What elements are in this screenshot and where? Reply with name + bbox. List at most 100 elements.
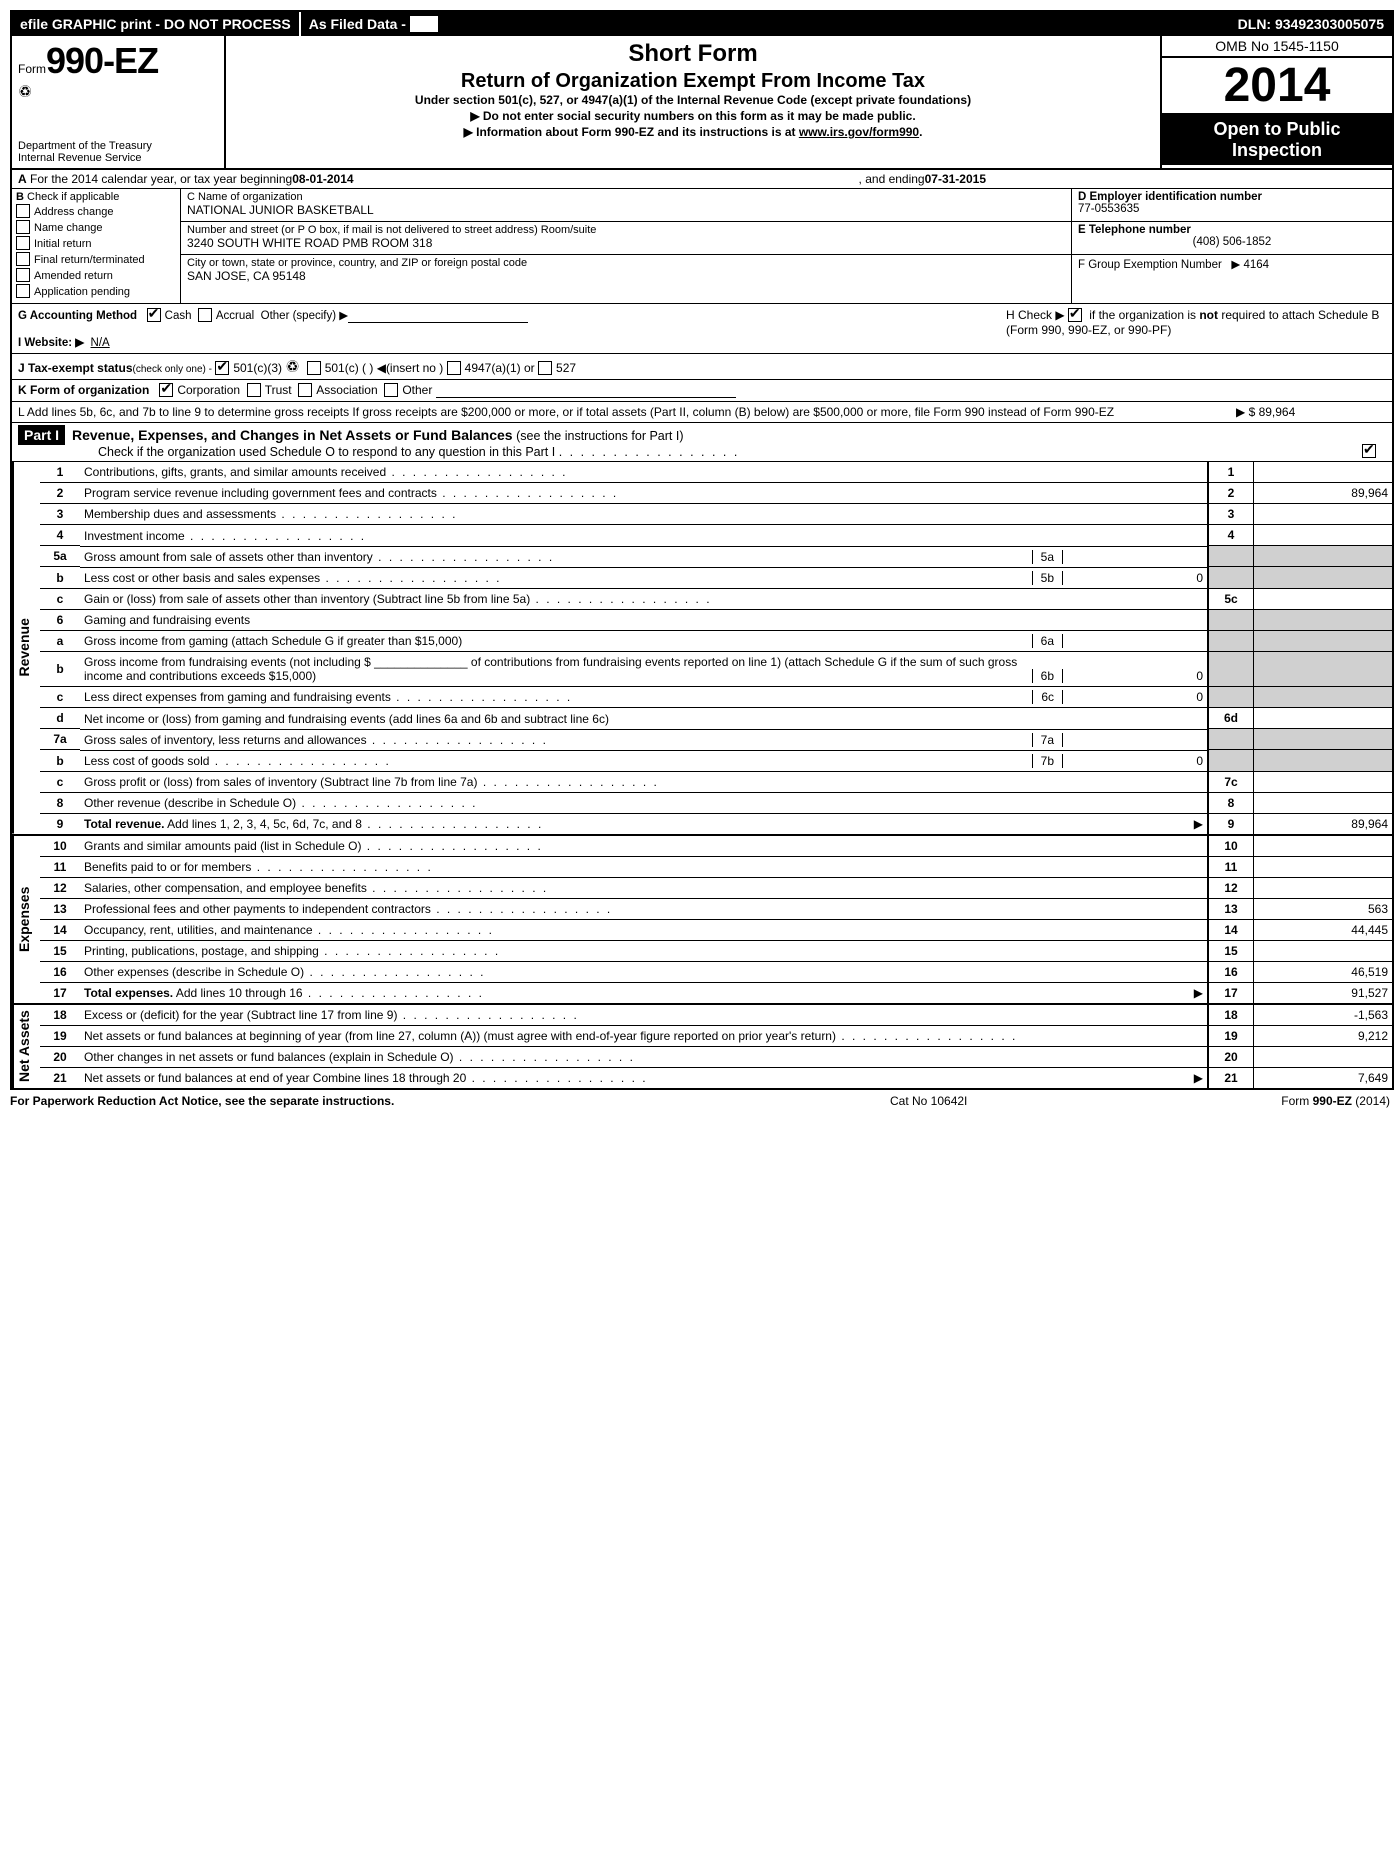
ln-7b: b (40, 750, 80, 772)
part1-header: Part I Revenue, Expenses, and Changes in… (12, 423, 1392, 463)
sn-6c: 6c (1032, 690, 1063, 704)
chk-527[interactable] (538, 361, 552, 375)
ln-12: 12 (40, 877, 80, 898)
phone-label: E Telephone number (1078, 224, 1191, 236)
group-val: ▶ 4164 (1231, 259, 1269, 271)
footer-year: 2014 (1359, 1094, 1386, 1108)
n-8: 8 (1208, 792, 1254, 813)
open-2: Inspection (1166, 140, 1388, 161)
footer: For Paperwork Reduction Act Notice, see … (10, 1090, 1390, 1108)
chk-501c3[interactable] (215, 361, 229, 375)
chk-amended[interactable] (16, 268, 30, 282)
h-t1: H Check ▶ (1006, 308, 1065, 322)
v-14: 44,445 (1254, 919, 1393, 940)
col-b: B Check if applicable Address change Nam… (12, 189, 181, 303)
chk-final[interactable] (16, 252, 30, 266)
sn-6a: 6a (1032, 634, 1063, 648)
chk-pending[interactable] (16, 284, 30, 298)
j-note: (check only one) - (133, 364, 212, 375)
sn-5a: 5a (1032, 550, 1063, 564)
expenses-label: Expenses (12, 836, 40, 1003)
chk-4947[interactable] (447, 361, 461, 375)
g-other-line[interactable] (348, 322, 528, 323)
ln-9: 9 (40, 813, 80, 834)
g-6 (1208, 609, 1254, 630)
ln-10: 10 (40, 836, 80, 857)
n-4: 4 (1208, 525, 1254, 546)
chk-corp[interactable] (159, 383, 173, 397)
opt-1: Name change (34, 222, 103, 234)
d2-17: Add lines 10 through 16 (173, 986, 484, 1000)
footer-mid: Cat No 10642I (890, 1094, 1190, 1108)
chk-other-org[interactable] (384, 383, 398, 397)
d-6b: Gross income from fundraising events (no… (84, 655, 1032, 683)
ln-5a: 5a (40, 546, 80, 567)
revenue-section: Revenue 1Contributions, gifts, grants, a… (12, 462, 1392, 836)
g-accrual: Accrual (216, 310, 254, 322)
header-center: Short Form Return of Organization Exempt… (226, 36, 1162, 168)
ln-18: 18 (40, 1005, 80, 1026)
k-other-line[interactable] (436, 397, 736, 398)
d-21: Net assets or fund balances at end of ye… (84, 1071, 648, 1085)
l-line: L Add lines 5b, 6c, and 7b to line 9 to … (12, 402, 1392, 423)
gv-5a (1254, 546, 1393, 567)
d-5b: Less cost or other basis and sales expen… (84, 571, 1032, 585)
b-instr: Check if applicable (27, 191, 119, 203)
topbar-dln: DLN: 93492303005075 (1230, 12, 1392, 36)
v-17: 91,527 (1254, 982, 1393, 1003)
chk-address[interactable] (16, 204, 30, 218)
chk-h[interactable] (1068, 308, 1082, 322)
ln-20: 20 (40, 1046, 80, 1067)
chk-501c[interactable] (307, 361, 321, 375)
topbar-mid: As Filed Data - (301, 12, 1230, 36)
j-label: J Tax-exempt status (18, 361, 133, 375)
ln-16: 16 (40, 961, 80, 982)
line-a-pre: For the 2014 calendar year, or tax year … (30, 172, 292, 186)
n-2: 2 (1208, 483, 1254, 504)
d-3: Membership dues and assessments (84, 507, 457, 521)
col-c: C Name of organization NATIONAL JUNIOR B… (181, 189, 1072, 303)
gv-5b (1254, 567, 1393, 589)
ln-6: 6 (40, 609, 80, 630)
revenue-table: 1Contributions, gifts, grants, and simil… (40, 462, 1392, 834)
chk-cash[interactable] (147, 308, 161, 322)
n-7c: 7c (1208, 771, 1254, 792)
chk-sched-o[interactable] (1362, 444, 1376, 458)
ln-19: 19 (40, 1025, 80, 1046)
ln-1: 1 (40, 462, 80, 483)
header-left: Form990-EZ ♽ Department of the Treasury … (12, 36, 226, 168)
chk-trust[interactable] (247, 383, 261, 397)
gv-6 (1254, 609, 1393, 630)
sn-7a: 7a (1032, 733, 1063, 747)
ln-5b: b (40, 567, 80, 589)
d2-9: Add lines 1, 2, 3, 4, 5c, 6d, 7c, and 8 (164, 817, 543, 831)
j-o3: 4947(a)(1) or (465, 361, 535, 375)
v-7c (1254, 771, 1393, 792)
v-21: 7,649 (1254, 1067, 1393, 1088)
d-6: Gaming and fundraising events (80, 609, 1208, 630)
k-o3: Association (316, 383, 377, 397)
header: Form990-EZ ♽ Department of the Treasury … (12, 36, 1392, 170)
ln-8: 8 (40, 792, 80, 813)
v-15 (1254, 940, 1393, 961)
d-11: Benefits paid to or for members (84, 860, 433, 874)
l-text: L Add lines 5b, 6c, and 7b to line 9 to … (18, 405, 1236, 419)
chk-accrual[interactable] (198, 308, 212, 322)
n-14: 14 (1208, 919, 1254, 940)
n-10: 10 (1208, 836, 1254, 857)
sn-5b: 5b (1032, 571, 1063, 585)
irs-link[interactable]: www.irs.gov/form990 (799, 125, 919, 139)
chk-name[interactable] (16, 220, 30, 234)
chk-assoc[interactable] (298, 383, 312, 397)
v-11 (1254, 856, 1393, 877)
topbar-left: efile GRAPHIC print - DO NOT PROCESS (12, 12, 301, 36)
footer-right: Form 990-EZ (2014) (1190, 1094, 1390, 1108)
g-other: Other (specify) ▶ (261, 310, 348, 322)
chk-initial[interactable] (16, 236, 30, 250)
phone-cell: E Telephone number (408) 506-1852 (1072, 222, 1392, 255)
part1-title: Part I Revenue, Expenses, and Changes in… (12, 423, 1392, 462)
dots (559, 445, 740, 459)
d-13: Professional fees and other payments to … (84, 902, 612, 916)
v-3 (1254, 504, 1393, 525)
gv-7a (1254, 729, 1393, 750)
